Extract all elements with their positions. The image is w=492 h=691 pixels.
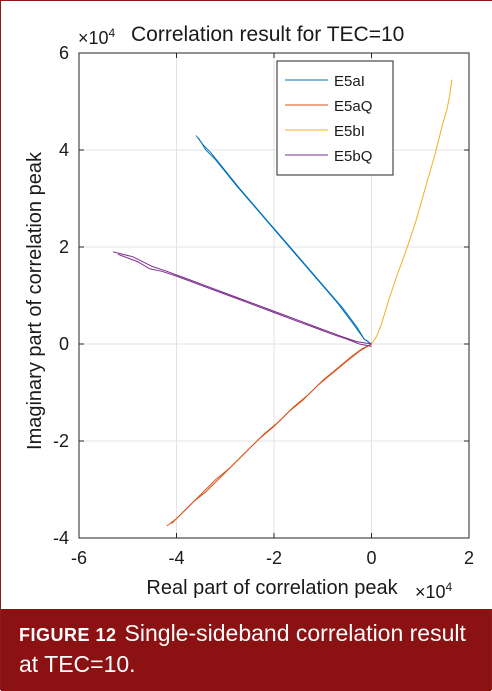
series-line-e5bi [371,79,453,345]
legend-label-e5aq: E5aQ [334,98,372,115]
series-lines [112,79,453,527]
y-exponent-label: ×104 [78,26,116,48]
chart-background [1,1,492,609]
legend-items: E5aI E5aQ E5bI E5bQ [285,73,372,165]
x-tick-label: -2 [266,548,282,568]
x-tick-label: -6 [71,548,87,568]
x-tick-label: 2 [464,548,474,568]
x-tick-label: 0 [366,548,376,568]
legend-label-e5bi: E5bI [334,123,365,140]
series-line-e5ai [195,135,372,345]
y-axis-label: Imaginary part of correlation peak [24,151,46,450]
series-line-e5bq-b [117,253,372,347]
x-exponent-label: ×104 [415,580,453,602]
x-axis-label: Real part of correlation peak [146,577,398,599]
y-tick-label: -4 [53,528,69,548]
y-tick-label: 4 [59,140,69,160]
x-tick-label: -4 [168,548,184,568]
chart-title: Correlation result for TEC=10 [131,23,404,46]
figure-caption: FIGURE 12 Single-sideband correlation res… [1,609,491,691]
figure-label: FIGURE 12 [19,625,117,645]
series-line-e5bq [112,251,372,345]
legend: E5aI E5aQ E5bI E5bQ [276,60,394,176]
y-tick-label: 2 [59,237,69,257]
y-tick-label: 6 [59,43,69,63]
legend-label-e5bq: E5bQ [334,148,372,165]
y-tick-label: -2 [53,431,69,451]
series-line-e5aq-b [171,343,372,524]
legend-label-e5ai: E5aI [334,73,365,90]
figure-caption-text: Single-sideband correlation result at TE… [19,620,466,677]
y-tick-label: 0 [59,334,69,354]
series-line-e5ai-b [197,137,372,345]
